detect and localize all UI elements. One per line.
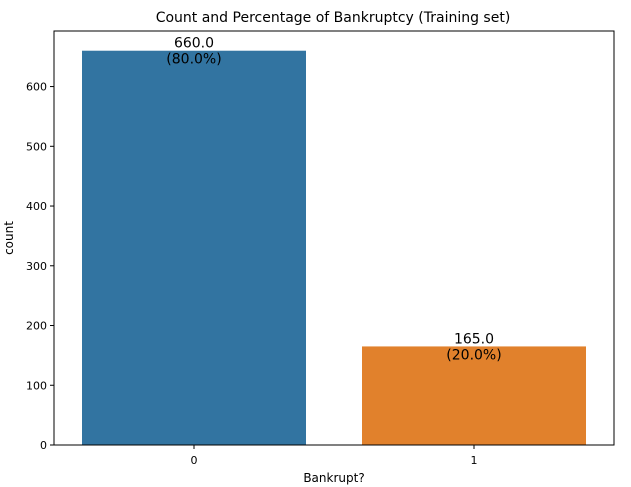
bar-value-label-1: 165.0 [454, 331, 494, 347]
bar-value-label-0: 660.0 [174, 36, 214, 52]
plot-frame [53, 30, 615, 446]
y-tick-label-500: 500 [26, 140, 47, 153]
y-tick-label-100: 100 [26, 379, 47, 392]
bar-percent-label-1: (20.0%) [446, 347, 501, 363]
bar-percent-label-0: (80.0%) [166, 52, 221, 68]
y-tick-label-200: 200 [26, 320, 47, 333]
bars-group [82, 50, 586, 445]
bar-1 [362, 346, 586, 445]
x-tick-label-1: 1 [471, 454, 478, 467]
bar-0 [82, 50, 306, 445]
y-tick-label-300: 300 [26, 260, 47, 273]
x-axis-label: Bankrupt? [303, 471, 364, 485]
y-axis: 0 100 200 300 400 500 600 [26, 81, 54, 452]
y-axis-label: count [2, 221, 16, 255]
x-tick-label-0: 0 [191, 454, 198, 467]
y-tick-label-400: 400 [26, 200, 47, 213]
y-tick-label-600: 600 [26, 81, 47, 94]
y-tick-label-0: 0 [40, 439, 47, 452]
chart-title: Count and Percentage of Bankruptcy (Trai… [156, 10, 511, 26]
bar-labels-group: 660.0(80.0%) 165.0(20.0%) [166, 36, 501, 364]
